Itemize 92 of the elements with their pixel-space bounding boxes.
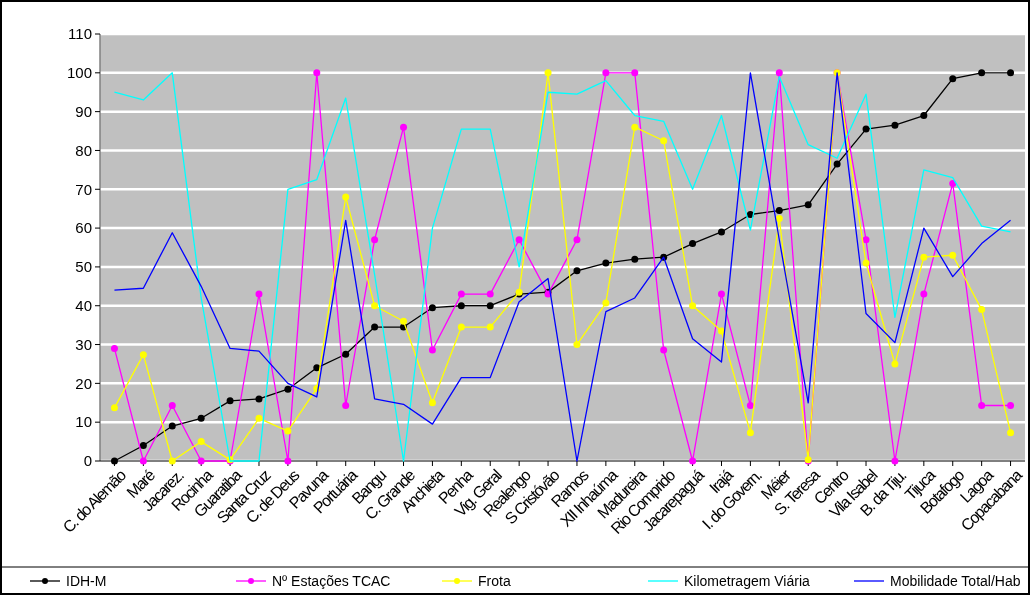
point (602, 69, 610, 77)
point (313, 69, 321, 77)
point (284, 427, 292, 435)
point (775, 207, 783, 215)
point (400, 123, 408, 131)
point (110, 344, 118, 352)
point (1007, 401, 1015, 409)
point (949, 75, 957, 83)
point (978, 69, 986, 77)
point (631, 69, 639, 77)
point (1007, 69, 1015, 77)
y-tick-label: 60 (75, 219, 92, 237)
point (717, 228, 725, 236)
point (255, 395, 263, 403)
point (631, 255, 639, 263)
point (746, 429, 754, 437)
point (544, 69, 552, 77)
point (717, 290, 725, 298)
point (342, 193, 350, 201)
legend-label: Nº Estações TCAC (272, 572, 391, 589)
point (775, 69, 783, 77)
point (573, 341, 581, 349)
point (486, 302, 494, 310)
point (949, 179, 957, 187)
point (139, 351, 147, 359)
point (862, 236, 870, 244)
point (1007, 429, 1015, 437)
point (689, 302, 697, 310)
point (862, 259, 870, 267)
point (168, 422, 176, 430)
point (197, 438, 205, 446)
point (371, 236, 379, 244)
point (457, 290, 465, 298)
point (342, 401, 350, 409)
point (689, 240, 697, 248)
point (920, 253, 928, 261)
point (139, 441, 147, 449)
point (660, 346, 668, 354)
point (486, 290, 494, 298)
point (428, 399, 436, 407)
point (573, 267, 581, 275)
point (891, 121, 899, 129)
point (920, 290, 928, 298)
y-tick-label: 80 (75, 141, 92, 159)
point (457, 302, 465, 310)
y-tick-label: 90 (75, 102, 92, 120)
point (515, 236, 523, 244)
point (660, 137, 668, 145)
point (862, 125, 870, 133)
point (949, 251, 957, 259)
y-tick-label: 0 (83, 452, 92, 470)
point (371, 323, 379, 331)
point (746, 401, 754, 409)
point (804, 201, 812, 209)
point (428, 304, 436, 312)
point (255, 290, 263, 298)
point (717, 327, 725, 335)
legend-label: Kilometragem Viária (684, 572, 811, 589)
point (313, 364, 321, 372)
y-tick-label: 30 (75, 335, 92, 353)
y-tick-label: 10 (75, 413, 92, 431)
y-tick-label: 100 (66, 64, 92, 82)
legend-label: Frota (478, 572, 511, 589)
point (891, 360, 899, 368)
legend-label: IDH-M (66, 572, 107, 589)
point (428, 346, 436, 354)
y-tick-label: 40 (75, 296, 92, 314)
point (602, 259, 610, 267)
point (226, 397, 234, 405)
point (978, 306, 986, 314)
point (457, 323, 465, 331)
y-tick-label: 110 (68, 25, 92, 43)
point (602, 299, 610, 307)
point (486, 323, 494, 331)
point (110, 404, 118, 412)
point (400, 317, 408, 325)
point (342, 350, 350, 358)
point (978, 401, 986, 409)
point (197, 414, 205, 422)
point (371, 302, 379, 310)
point (573, 236, 581, 244)
y-tick-label: 50 (75, 258, 92, 276)
legend-label: Mobilidade Total/Hab (890, 572, 1021, 589)
point (920, 112, 928, 120)
point (631, 123, 639, 131)
point (775, 214, 783, 222)
y-tick-label: 70 (75, 180, 92, 198)
y-tick-label: 20 (75, 374, 92, 392)
point (284, 385, 292, 393)
point (255, 414, 263, 422)
point (833, 160, 841, 168)
point (168, 401, 176, 409)
